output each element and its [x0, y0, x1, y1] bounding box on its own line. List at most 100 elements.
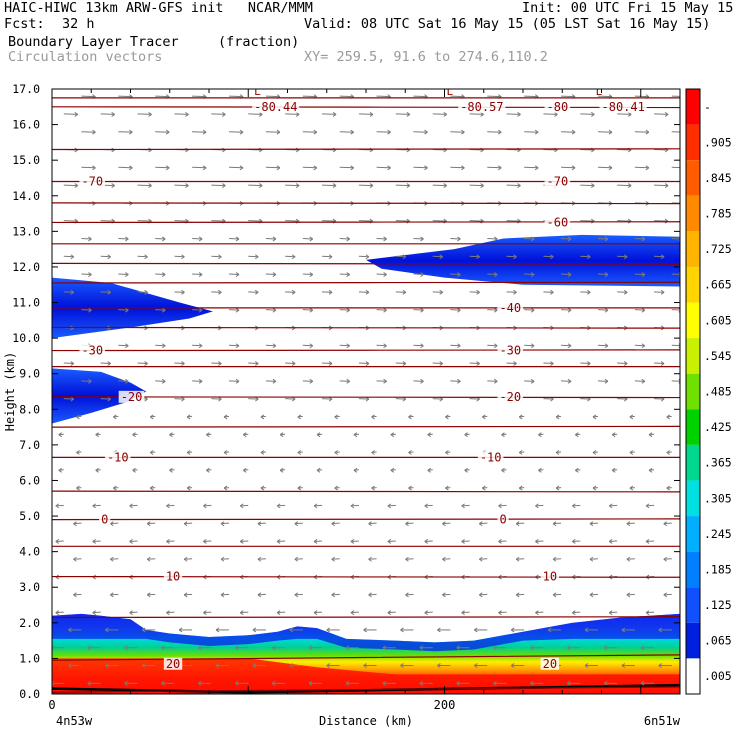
- colorbar-swatch: [686, 551, 700, 588]
- contour-label-background: [544, 175, 571, 188]
- valid-time: Valid: 08 UTC Sat 16 May 15 (05 LST Sat …: [304, 16, 711, 32]
- contour-label: 10: [166, 570, 180, 584]
- contour-label-background: [599, 100, 647, 113]
- colorbar-label: .185: [704, 562, 732, 576]
- contour-label: -60: [547, 215, 569, 229]
- contour-label-background: [540, 570, 560, 583]
- y-axis-label: Height (km): [3, 352, 17, 431]
- colorbar-swatch: [686, 409, 700, 445]
- y-tick-label: 17.0: [12, 82, 40, 96]
- contour-label: -80.57: [460, 100, 503, 114]
- temperature-contour-line: [52, 616, 680, 619]
- temperature-contour-line: [52, 518, 680, 521]
- low-center-marker: L: [254, 85, 261, 98]
- contour-label: 20: [166, 657, 180, 671]
- colorbar-label: .065: [704, 634, 732, 648]
- y-tick-label: 6.0: [19, 473, 40, 487]
- temperature-contour-line: [52, 202, 680, 205]
- colorbar-swatch: [686, 480, 700, 517]
- y-tick-label: 14.0: [12, 189, 40, 203]
- forecast-label: Fcst:: [4, 16, 45, 32]
- init-time: Init: 00 UTC Fri 15 May 15: [522, 0, 734, 16]
- colorbar-swatch: [686, 622, 700, 659]
- contour-label: -30: [499, 344, 521, 358]
- colorbar-swatch: [686, 266, 700, 303]
- contour-label: -10: [480, 450, 502, 464]
- colorbar-swatch: [686, 124, 700, 161]
- colorbar-label: .365: [704, 456, 732, 470]
- y-tick-label: 12.0: [12, 260, 40, 274]
- temperature-contour-line: [52, 262, 680, 265]
- circulation-vectors: [52, 94, 680, 686]
- contour-label-background: [163, 570, 183, 583]
- colorbar-swatch: [686, 658, 700, 694]
- temperature-contour-line: [52, 106, 680, 109]
- surface-tracer-core: [52, 658, 680, 694]
- colorbar-swatch: [686, 195, 700, 232]
- contour-label-background: [118, 390, 145, 403]
- y-tick-label: 0.0: [19, 687, 40, 701]
- contour-label: 20: [543, 657, 557, 671]
- y-tick-label: 10.0: [12, 331, 40, 345]
- run-title: HAIC-HIWC 13km ARW-GFS init NCAR/MMM: [4, 0, 313, 16]
- colorbar-label: .845: [704, 171, 732, 185]
- colorbar-label: .485: [704, 385, 732, 399]
- x-left-endpoint-label: 4n53w: [56, 714, 93, 728]
- lower-left-tracer-lens: [52, 368, 147, 424]
- temperature-contour-line: [52, 396, 680, 399]
- contour-label: -10: [107, 450, 129, 464]
- x-tick-label: 200: [434, 698, 456, 712]
- contour-label: -80.41: [602, 100, 645, 114]
- contour-label-background: [477, 451, 504, 464]
- contour-label-background: [497, 344, 524, 357]
- y-tick-label: 3.0: [19, 580, 40, 594]
- contour-label-background: [544, 216, 571, 229]
- x-axis-label: Distance (km): [319, 714, 413, 728]
- contour-label: -80.44: [254, 100, 297, 114]
- contour-label-background: [458, 100, 506, 113]
- contour-label: -70: [81, 175, 103, 189]
- contour-label-background: [104, 451, 131, 464]
- y-tick-label: 8.0: [19, 402, 40, 416]
- contour-label-background: [497, 301, 524, 314]
- colorbar-label: .305: [704, 491, 732, 505]
- colorbar-label: .905: [704, 135, 732, 149]
- colorbar-label: .425: [704, 420, 732, 434]
- temperature-contour-line: [52, 148, 680, 151]
- contour-label: -80: [547, 100, 569, 114]
- contour-label: 10: [543, 570, 557, 584]
- y-tick-label: 15.0: [12, 153, 40, 167]
- temperature-contour-line: [52, 349, 680, 352]
- cross-section-coordinates: XY= 259.5, 91.6 to 274.6,110.2: [304, 49, 548, 65]
- y-tick-label: 1.0: [19, 651, 40, 665]
- y-tick-label: 2.0: [19, 616, 40, 630]
- vectors-label: Circulation vectors: [8, 49, 163, 65]
- colorbar-frame: [685, 88, 701, 695]
- contour-label: 0: [499, 513, 506, 527]
- colorbar-swatch: [686, 444, 700, 481]
- y-tick-label: 11.0: [12, 296, 40, 310]
- colorbar-swatch: [686, 338, 700, 374]
- y-tick-label: 16.0: [12, 118, 40, 132]
- colorbar-label: .785: [704, 207, 732, 221]
- colorbar-swatch: [686, 516, 700, 552]
- x-tick-label: 0: [48, 698, 55, 712]
- contour-label-background: [79, 175, 106, 188]
- contour-label-background: [544, 100, 571, 113]
- temperature-contour-line: [52, 575, 680, 578]
- contour-label-background: [99, 513, 111, 526]
- colorbar-swatch: [686, 587, 700, 623]
- temperature-contour-line: [52, 326, 680, 329]
- colorbar-label: .665: [704, 278, 732, 292]
- colorbar-label: .125: [704, 598, 732, 612]
- x-right-endpoint-label: 6n51w: [644, 714, 681, 728]
- contour-label-background: [497, 513, 509, 526]
- temperature-contour-line: [52, 281, 680, 284]
- y-tick-label: 9.0: [19, 367, 40, 381]
- low-center-marker: L: [596, 85, 603, 98]
- colorbar-swatch: [686, 302, 700, 339]
- contour-label: 0: [101, 513, 108, 527]
- colorbar-label: -: [704, 100, 711, 114]
- contour-label: -20: [499, 390, 521, 404]
